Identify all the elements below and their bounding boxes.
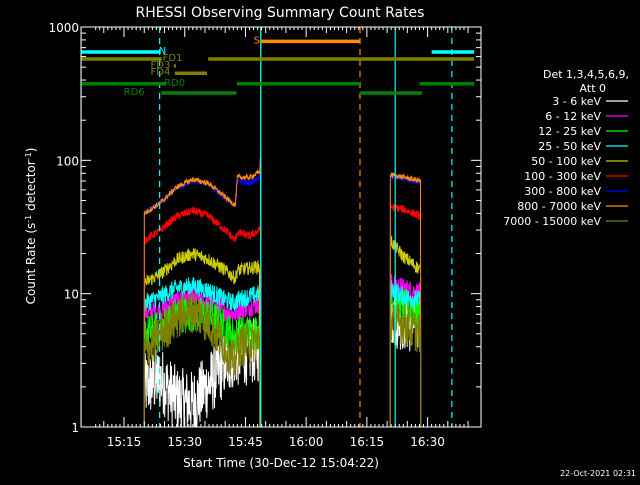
y-tick-label: 1000 bbox=[48, 21, 79, 35]
flag-label-rd0: RD0 bbox=[164, 78, 185, 89]
legend-header-line-2: Att 0 bbox=[580, 82, 606, 95]
flag-label-n: N bbox=[159, 46, 166, 57]
series-line-segment-1 bbox=[143, 206, 262, 427]
series-line-segment-1 bbox=[143, 277, 261, 427]
y-tick-label: 1 bbox=[71, 421, 79, 435]
y-axis-label-part-3: ) bbox=[24, 148, 38, 153]
y-axis-label-sup-1: -1 bbox=[24, 215, 33, 223]
series-line-segment-1 bbox=[143, 248, 261, 427]
flag-label-rd6: RD6 bbox=[124, 87, 145, 98]
x-tick-label: 16:15 bbox=[350, 435, 385, 449]
x-tick-label: 16:30 bbox=[410, 435, 445, 449]
legend-entry-label: 6 - 12 keV bbox=[545, 110, 601, 123]
y-tick-label: 10 bbox=[64, 288, 79, 302]
legend-entry-label: 7000 - 15000 keV bbox=[503, 215, 601, 228]
flag-label-fd3: FD3 bbox=[151, 60, 171, 71]
series-line-segment-1 bbox=[143, 148, 262, 427]
y-axis-label-sup-2: -1 bbox=[24, 152, 33, 160]
flag-label-s: S bbox=[254, 35, 260, 46]
chart-title: RHESSI Observing Summary Count Rates bbox=[136, 5, 425, 21]
flag-label-fd1: FD1 bbox=[163, 53, 183, 64]
legend-entry-label: 3 - 6 keV bbox=[552, 95, 601, 108]
flag-label-fd4: FD4 bbox=[151, 67, 171, 78]
y-axis-label: Count Rate (s-1 detector-1) bbox=[24, 148, 39, 305]
legend-entry-label: 12 - 25 keV bbox=[538, 125, 601, 138]
x-axis-ticks: 15:15 15:30 15:45 16:00 16:15 16:30 bbox=[95, 27, 469, 449]
legend-entry-label: 800 - 7000 keV bbox=[517, 200, 601, 213]
series-line-segment-1 bbox=[143, 286, 261, 427]
legend-header-line-1: Det 1,3,4,5,6,9, bbox=[543, 68, 629, 81]
x-axis-label: Start Time (30-Dec-12 15:04:22) bbox=[183, 456, 379, 470]
y-tick-label: 100 bbox=[56, 154, 79, 168]
plot-frame bbox=[80, 26, 482, 428]
legend: 3 - 6 keV 6 - 12 keV 12 - 25 keV 25 - 50 ke… bbox=[503, 95, 628, 228]
y-axis-label-part-2: detector bbox=[24, 160, 38, 215]
series-layer bbox=[81, 27, 453, 427]
x-tick-label: 16:00 bbox=[289, 435, 324, 449]
legend-entry-label: 50 - 100 keV bbox=[531, 155, 601, 168]
y-axis-label-part-1: Count Rate (s bbox=[24, 223, 38, 305]
footer-timestamp: 22-Oct-2021 02:31 bbox=[560, 469, 636, 478]
series-line-segment-1 bbox=[143, 291, 261, 427]
y-axis-ticks: 1 10 100 1000 bbox=[48, 21, 481, 435]
x-tick-label: 15:30 bbox=[167, 435, 202, 449]
x-tick-label: 15:15 bbox=[107, 435, 142, 449]
legend-entry-label: 25 - 50 keV bbox=[538, 140, 601, 153]
legend-entry-label: 100 - 300 keV bbox=[524, 170, 601, 183]
x-tick-label: 15:45 bbox=[228, 435, 263, 449]
legend-entry-label: 300 - 800 keV bbox=[524, 185, 601, 198]
